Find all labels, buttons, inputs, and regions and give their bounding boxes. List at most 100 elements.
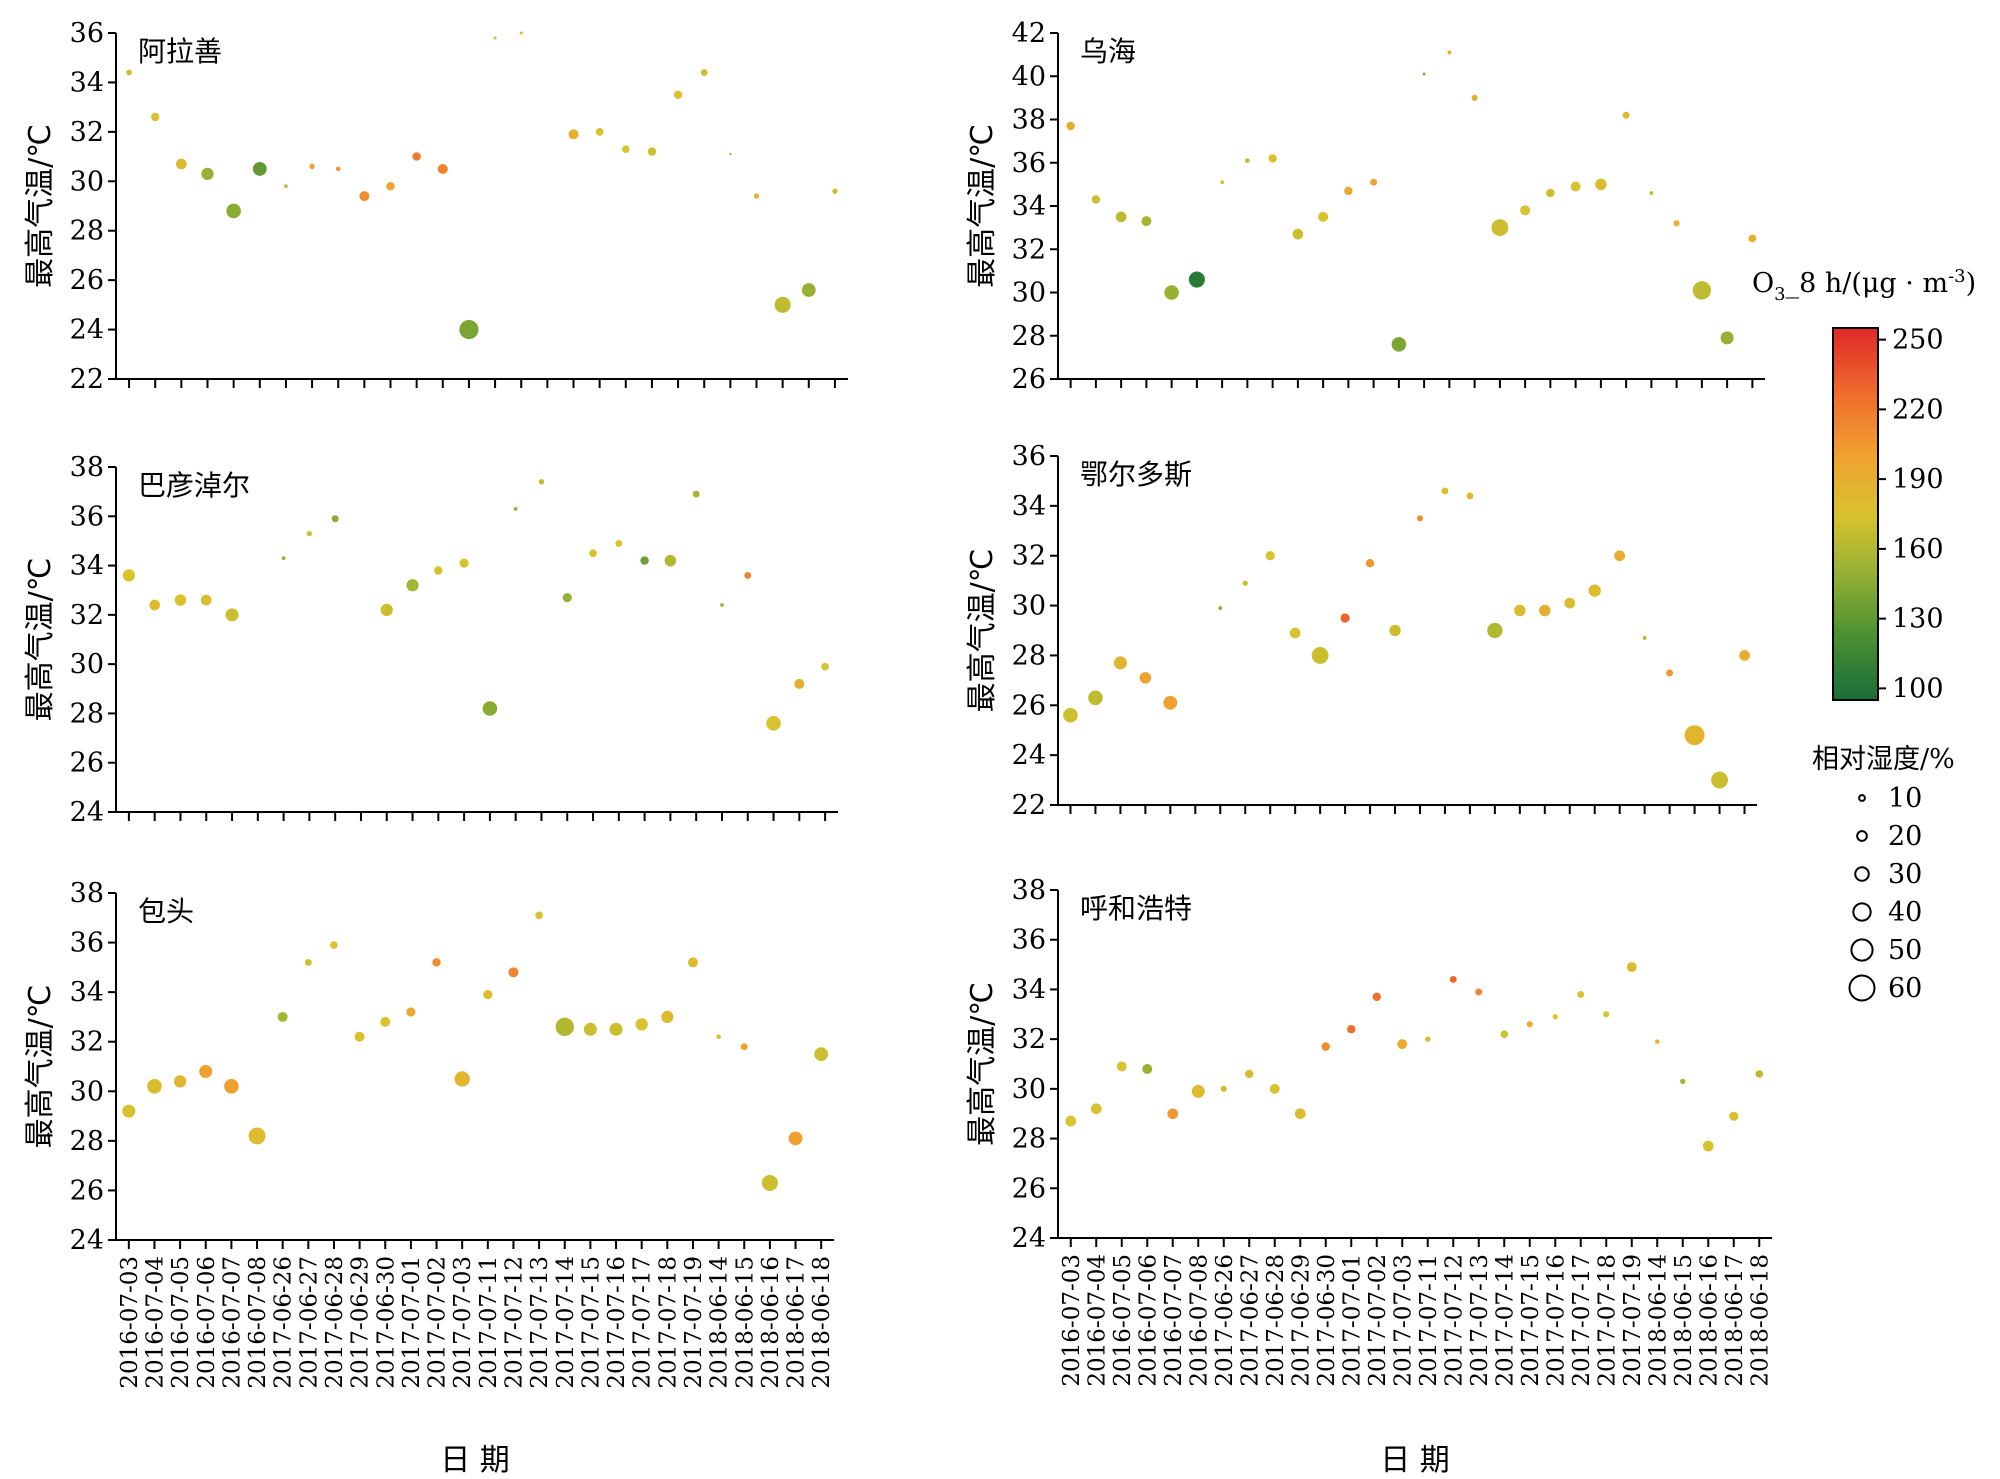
x-date-label: 2018-06-16 xyxy=(758,1256,784,1389)
colorbar-gradient xyxy=(1832,327,1879,701)
size-legend-label: 30 xyxy=(1888,859,1922,890)
colorbar-tick-label: 100 xyxy=(1892,673,1944,704)
data-point xyxy=(1684,725,1705,746)
data-point xyxy=(1666,669,1674,677)
x-date-label: 2017-07-19 xyxy=(681,1256,707,1389)
size-legend-marker xyxy=(1858,794,1866,802)
x-date-label: 2017-07-17 xyxy=(630,1256,656,1389)
data-point xyxy=(432,958,441,967)
data-point xyxy=(1294,1108,1306,1120)
y-tick-label: 36 xyxy=(1012,148,1046,179)
data-point xyxy=(380,603,393,617)
data-point xyxy=(1720,331,1734,345)
data-point xyxy=(1416,515,1424,522)
x-date-label: 2017-06-28 xyxy=(1263,1254,1289,1387)
size-legend-marker xyxy=(1856,830,1868,842)
x-date-label: 2017-07-14 xyxy=(1492,1254,1518,1387)
data-points xyxy=(126,31,838,340)
data-point xyxy=(1466,492,1474,500)
data-point xyxy=(1520,205,1531,216)
colorbar-ticks: 250 220 190 160 130 100 xyxy=(1878,325,1944,704)
data-point xyxy=(538,479,545,485)
x-date-label: 2017-07-12 xyxy=(1441,1254,1467,1387)
data-points xyxy=(1065,962,1764,1152)
x-date-label: 2018-06-14 xyxy=(707,1256,733,1389)
y-tick-label: 32 xyxy=(1012,1024,1046,1055)
x-date-label: 2018-06-17 xyxy=(1722,1254,1748,1387)
data-point xyxy=(1370,178,1378,186)
data-point xyxy=(483,990,493,1000)
x-date-label: 2016-07-06 xyxy=(1135,1254,1161,1387)
data-point xyxy=(583,1022,597,1036)
x-axis-title: 日 期 xyxy=(1380,1443,1450,1478)
y-tick-label: 36 xyxy=(1012,925,1046,956)
data-point xyxy=(814,1047,829,1062)
data-point xyxy=(1422,72,1426,76)
data-point xyxy=(150,112,160,122)
data-point xyxy=(1588,584,1601,597)
panels: 22 24 26 28 30 32 34 36 最高气温/℃ 阿拉善 26 28 30 32 34 36 38 4… xyxy=(23,18,1773,1478)
data-point xyxy=(331,515,339,523)
x-date-label: 2016-07-05 xyxy=(1110,1254,1136,1387)
data-point xyxy=(1425,1036,1431,1042)
data-point xyxy=(1164,285,1179,300)
size-legend: 相对湿度/% 10 20 30 40 50 60 xyxy=(1812,744,1955,1004)
data-point xyxy=(1570,181,1581,192)
data-point xyxy=(1220,1085,1227,1092)
data-point xyxy=(1649,191,1654,195)
data-point xyxy=(1603,1011,1610,1018)
y-tick-label: 24 xyxy=(70,797,104,828)
data-point xyxy=(1311,646,1329,664)
x-date-label: 2017-06-26 xyxy=(271,1256,297,1389)
data-point xyxy=(1218,606,1223,610)
x-date-label: 2017-07-11 xyxy=(476,1256,502,1389)
data-point xyxy=(794,678,805,689)
data-point xyxy=(647,147,657,156)
data-point xyxy=(716,1034,721,1040)
data-point xyxy=(1265,551,1275,561)
y-axis-title: 最高气温/℃ xyxy=(23,124,58,288)
data-point xyxy=(1564,597,1576,609)
data-point xyxy=(1065,1115,1077,1127)
x-date-label: 2016-07-04 xyxy=(142,1256,168,1389)
data-point xyxy=(1471,94,1478,101)
data-point xyxy=(1487,622,1503,639)
data-point xyxy=(147,1079,162,1094)
data-point xyxy=(1163,695,1178,710)
y-tick-label: 24 xyxy=(70,315,104,346)
y-tick-label: 28 xyxy=(70,698,104,729)
data-point xyxy=(1091,195,1101,204)
data-point xyxy=(1347,1024,1356,1034)
data-point xyxy=(224,1079,239,1094)
y-tick-label: 34 xyxy=(1012,491,1046,522)
data-point xyxy=(774,296,791,313)
data-point xyxy=(1269,1083,1280,1094)
data-point xyxy=(199,1064,213,1078)
data-point xyxy=(700,69,708,76)
y-tick-label: 30 xyxy=(70,1076,104,1107)
data-point xyxy=(1755,1070,1764,1078)
size-legend-marker xyxy=(1848,974,1876,1002)
y-tick-label: 32 xyxy=(70,1027,104,1058)
data-point xyxy=(412,152,421,161)
y-tick-label: 32 xyxy=(70,117,104,148)
data-point xyxy=(1318,211,1329,222)
x-date-label: 2016-07-06 xyxy=(194,1256,220,1389)
y-tick-label: 24 xyxy=(70,1225,104,1256)
y-tick-label: 26 xyxy=(1012,1173,1046,1204)
size-legend-label: 20 xyxy=(1888,821,1922,852)
data-point xyxy=(744,571,752,579)
y-axis-title: 最高气温/℃ xyxy=(965,549,1000,713)
data-point xyxy=(1268,154,1277,163)
data-point xyxy=(1289,627,1301,639)
data-point xyxy=(493,36,497,40)
data-point xyxy=(1577,990,1585,998)
y-tick-label: 36 xyxy=(70,928,104,959)
panel-title: 阿拉善 xyxy=(138,35,222,68)
colorbar-legend: O3_8 h/(μg · m-3) 250 220 190 160 130 100 xyxy=(1752,266,1976,704)
data-point xyxy=(640,556,649,565)
data-point xyxy=(513,506,518,511)
data-point xyxy=(1188,271,1205,288)
data-point xyxy=(306,530,313,537)
x-date-label: 2016-07-08 xyxy=(1186,1254,1212,1387)
